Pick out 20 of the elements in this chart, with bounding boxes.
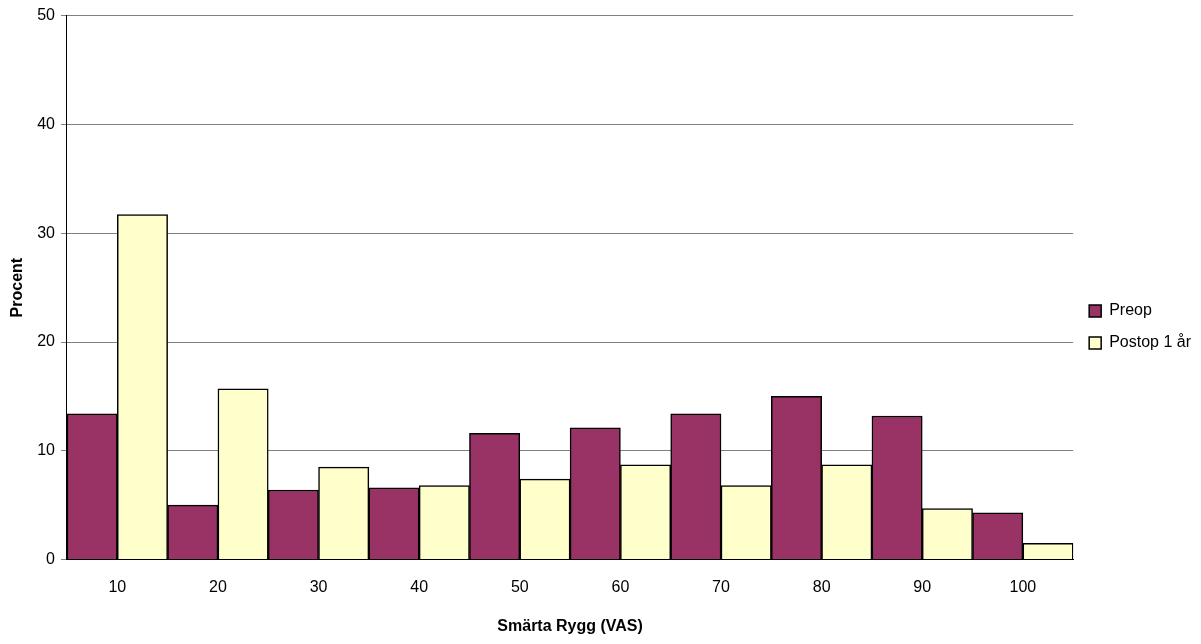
legend-label: Preop xyxy=(1109,301,1152,319)
x-tick-label: 40 xyxy=(410,577,429,595)
legend-label: Postop 1 år xyxy=(1109,333,1192,351)
x-axis-title: Smärta Rygg (VAS) xyxy=(497,616,643,634)
y-tick-label: 40 xyxy=(37,114,56,132)
y-tick-label: 10 xyxy=(37,441,56,459)
x-tick-label: 100 xyxy=(1009,577,1037,595)
y-tick-label: 0 xyxy=(46,550,56,568)
x-tick-label: 70 xyxy=(712,577,731,595)
x-tick-label: 20 xyxy=(209,577,227,595)
y-tick-label: 50 xyxy=(37,6,56,24)
x-tick-label: 90 xyxy=(913,577,932,595)
x-tick-label: 10 xyxy=(108,577,127,595)
x-tick-label: 60 xyxy=(611,577,630,595)
x-tick-label: 30 xyxy=(309,577,328,595)
y-axis-title: Procent xyxy=(8,257,26,318)
y-tick-label: 20 xyxy=(37,332,56,350)
x-tick-label: 50 xyxy=(510,577,529,595)
y-tick-label: 30 xyxy=(37,223,56,241)
x-tick-label: 80 xyxy=(812,577,831,595)
